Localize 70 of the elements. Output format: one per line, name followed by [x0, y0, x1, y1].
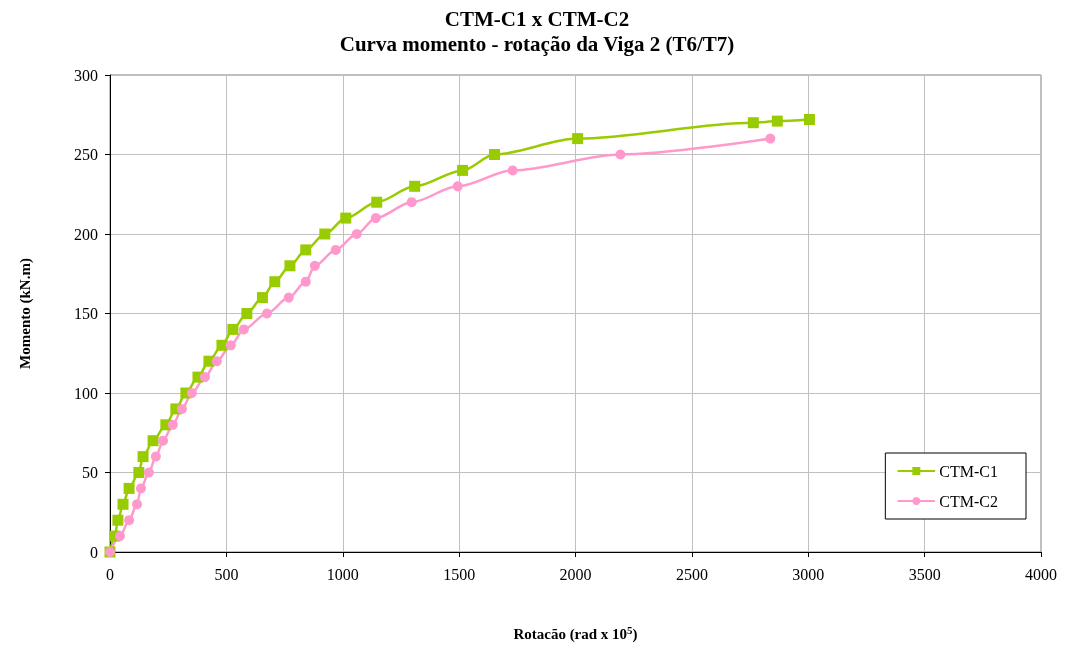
point	[261, 308, 272, 319]
point	[283, 292, 294, 303]
point	[124, 515, 135, 526]
y-axis-title: Momento (kN.m)	[16, 258, 34, 369]
point	[150, 451, 161, 462]
point	[225, 340, 236, 351]
y-tick-label: 200	[74, 225, 98, 243]
point	[309, 260, 320, 271]
point	[186, 388, 197, 398]
point	[123, 482, 135, 494]
y-tick-label: 250	[74, 146, 98, 163]
point	[133, 467, 145, 478]
point	[135, 483, 146, 494]
point	[507, 165, 518, 176]
point	[284, 260, 296, 272]
point	[351, 229, 362, 239]
point	[371, 196, 383, 208]
point	[132, 499, 142, 510]
point	[615, 149, 626, 160]
point	[137, 451, 149, 463]
point	[176, 403, 187, 414]
point	[300, 276, 311, 287]
point	[319, 228, 331, 240]
y-tick-label: 150	[74, 305, 98, 322]
point	[241, 308, 253, 319]
x-tick-label: 0	[106, 565, 114, 583]
point	[452, 181, 463, 192]
point	[115, 531, 126, 542]
point	[167, 419, 178, 430]
point	[269, 276, 281, 288]
point	[147, 435, 159, 447]
point	[489, 149, 500, 160]
point	[112, 514, 124, 526]
legend-label: CTM-C1	[939, 462, 998, 480]
x-tick-label: 2000	[559, 565, 592, 583]
legend-label: CTM-C2	[939, 492, 998, 510]
x-tick-label: 1000	[326, 565, 359, 583]
y-tick-label: 300	[74, 66, 98, 84]
x-tick-label: 2500	[675, 565, 708, 583]
point	[199, 372, 210, 383]
point	[117, 498, 129, 510]
chart-title: CTM-C1 x CTM-C2	[444, 6, 630, 31]
point	[406, 197, 417, 208]
point	[572, 133, 584, 145]
point	[158, 435, 169, 446]
x-tick-label: 500	[214, 565, 239, 583]
point	[216, 339, 228, 351]
point	[340, 212, 352, 224]
point	[300, 244, 312, 256]
point	[330, 244, 341, 255]
point	[238, 324, 249, 335]
point	[211, 356, 222, 367]
y-tick-label: 0	[90, 543, 98, 561]
point	[227, 323, 239, 335]
point	[256, 292, 268, 304]
y-tick-label: 50	[82, 464, 98, 481]
point	[457, 164, 469, 176]
point	[409, 180, 421, 192]
x-tick-label: 3000	[792, 565, 825, 583]
point	[747, 117, 759, 129]
point	[803, 114, 815, 126]
x-tick-label: 4000	[1025, 565, 1057, 583]
point	[765, 133, 776, 144]
y-tick-label: 100	[74, 384, 98, 402]
point	[143, 467, 154, 478]
point	[370, 213, 381, 224]
x-tick-label: 1500	[443, 565, 476, 583]
x-tick-label: 3500	[908, 565, 941, 583]
chart-subtitle: Curva momento - rotação da Viga 2 (T6/T7)	[339, 31, 735, 56]
point	[771, 115, 783, 127]
